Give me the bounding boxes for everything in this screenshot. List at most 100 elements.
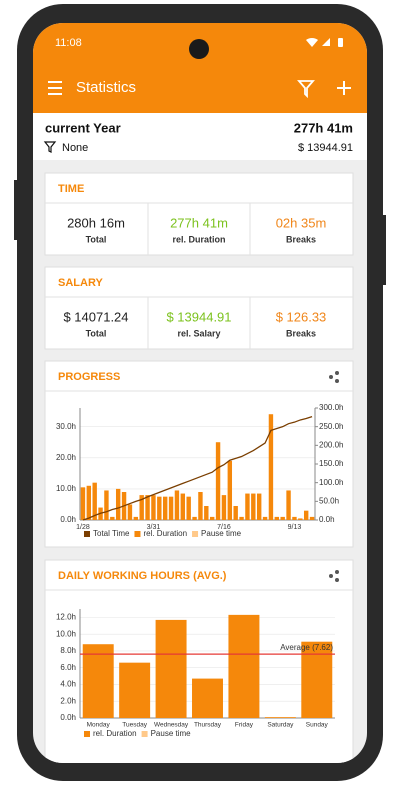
stat-label: Breaks: [286, 234, 316, 244]
bar: [256, 493, 262, 520]
legend-label: rel. Duration: [93, 729, 137, 738]
screen: 11:08 Statistics current Year 277h 41m N…: [33, 23, 367, 763]
bar: [301, 641, 333, 718]
legend-label: Pause time: [151, 729, 192, 738]
legend-swatch: [84, 731, 90, 737]
filter-button[interactable]: [297, 80, 315, 99]
bar: [186, 496, 191, 520]
y-tick-label: 0.0h: [60, 713, 76, 722]
bar: [180, 493, 186, 520]
bar: [209, 516, 215, 520]
stat-value: $ 13944.91: [166, 309, 231, 324]
bar: [204, 506, 209, 520]
y2-tick-label: 0.0h: [319, 515, 335, 524]
bar: [251, 493, 256, 520]
x-tick-label: Thursday: [194, 722, 222, 729]
bar: [280, 516, 285, 520]
bar: [292, 516, 297, 520]
card-title: DAILY WORKING HOURS (AVG.): [58, 570, 227, 582]
app-title: Statistics: [76, 79, 136, 96]
card-title: PROGRESS: [58, 371, 120, 383]
filter-icon: [43, 141, 57, 153]
add-button[interactable]: [337, 81, 351, 95]
y-tick-label: 12.0h: [56, 612, 76, 621]
bar: [239, 516, 244, 520]
x-tick-label: Friday: [235, 722, 254, 729]
y-tick-label: 6.0h: [60, 663, 76, 672]
column-dividers: [147, 203, 251, 349]
y-tick-label: 30.0h: [56, 422, 76, 431]
x-tick-label: 7/16: [217, 524, 231, 531]
summary-bar: [33, 113, 367, 160]
card-title: SALARY: [58, 277, 103, 289]
bar: [119, 662, 151, 718]
bar: [309, 516, 315, 520]
camera: [189, 39, 209, 59]
side-button: [382, 215, 386, 285]
bar: [245, 493, 250, 520]
bar: [104, 490, 109, 520]
bar: [115, 488, 121, 520]
stat-value: 02h 35m: [276, 215, 327, 230]
stat-label: rel. Salary: [177, 328, 220, 338]
bar: [262, 516, 268, 520]
dynamic-content: 280h 16m Total 277h 41m rel. Duration 02h 35…: [56, 215, 344, 738]
bar: [227, 460, 233, 520]
app-bar: [33, 23, 367, 113]
bar: [198, 492, 203, 520]
legend-label: Pause time: [201, 529, 242, 538]
side-button: [14, 180, 18, 240]
x-tick-label: 1/28: [76, 524, 90, 531]
y2-tick-label: 50.0h: [319, 496, 339, 505]
period: current Year: [45, 120, 121, 135]
y-tick-label: 8.0h: [60, 646, 76, 655]
y-tick-label: 0.0h: [60, 515, 76, 524]
y2-tick-label: 100.0h: [319, 478, 343, 487]
legend-label: rel. Duration: [143, 529, 187, 538]
x-tick-label: Saturday: [267, 722, 294, 729]
bar: [192, 678, 223, 718]
y-tick-label: 2.0h: [60, 696, 76, 705]
legend-swatch: [192, 531, 199, 537]
total: 277h 41m: [294, 120, 353, 135]
stat-label: Breaks: [286, 328, 316, 338]
bar: [192, 516, 197, 520]
time-card: [44, 172, 354, 256]
bar: [92, 482, 97, 520]
x-tick-label: Wednesday: [154, 722, 189, 729]
y2-tick-label: 200.0h: [319, 440, 343, 449]
bar: [145, 495, 150, 520]
bar: [168, 496, 174, 520]
bar: [133, 516, 139, 520]
bar: [127, 504, 133, 520]
stat-value: 277h 41m: [170, 215, 228, 230]
bar: [264, 717, 296, 718]
bar: [151, 495, 156, 520]
x-tick-label: 9/13: [288, 524, 302, 531]
bar: [110, 516, 115, 520]
y-tick-label: 4.0h: [60, 680, 76, 689]
bar: [174, 490, 180, 520]
x-tick-label: Monday: [87, 722, 111, 729]
card-title: TIME: [58, 183, 84, 195]
bar: [80, 487, 86, 520]
bar: [268, 414, 274, 520]
stat-value: $ 126.33: [276, 309, 327, 324]
bar: [228, 614, 260, 718]
bar: [303, 510, 309, 520]
stat-label: Total: [86, 328, 107, 338]
stat-value: $ 14071.24: [63, 309, 128, 324]
salary-card: [44, 266, 354, 350]
status-time: 11:08: [55, 37, 82, 49]
bar: [233, 506, 238, 520]
stat-value: 280h 16m: [67, 215, 125, 230]
y-tick-label: 20.0h: [56, 453, 76, 462]
x-tick-label: Tuesday: [122, 722, 147, 729]
bar: [82, 644, 114, 718]
legend-swatch: [134, 531, 141, 537]
bar: [139, 495, 144, 520]
share-button[interactable]: [329, 371, 339, 383]
filter: None: [62, 142, 88, 154]
share-button[interactable]: [329, 570, 339, 582]
menu-button[interactable]: [48, 81, 62, 95]
